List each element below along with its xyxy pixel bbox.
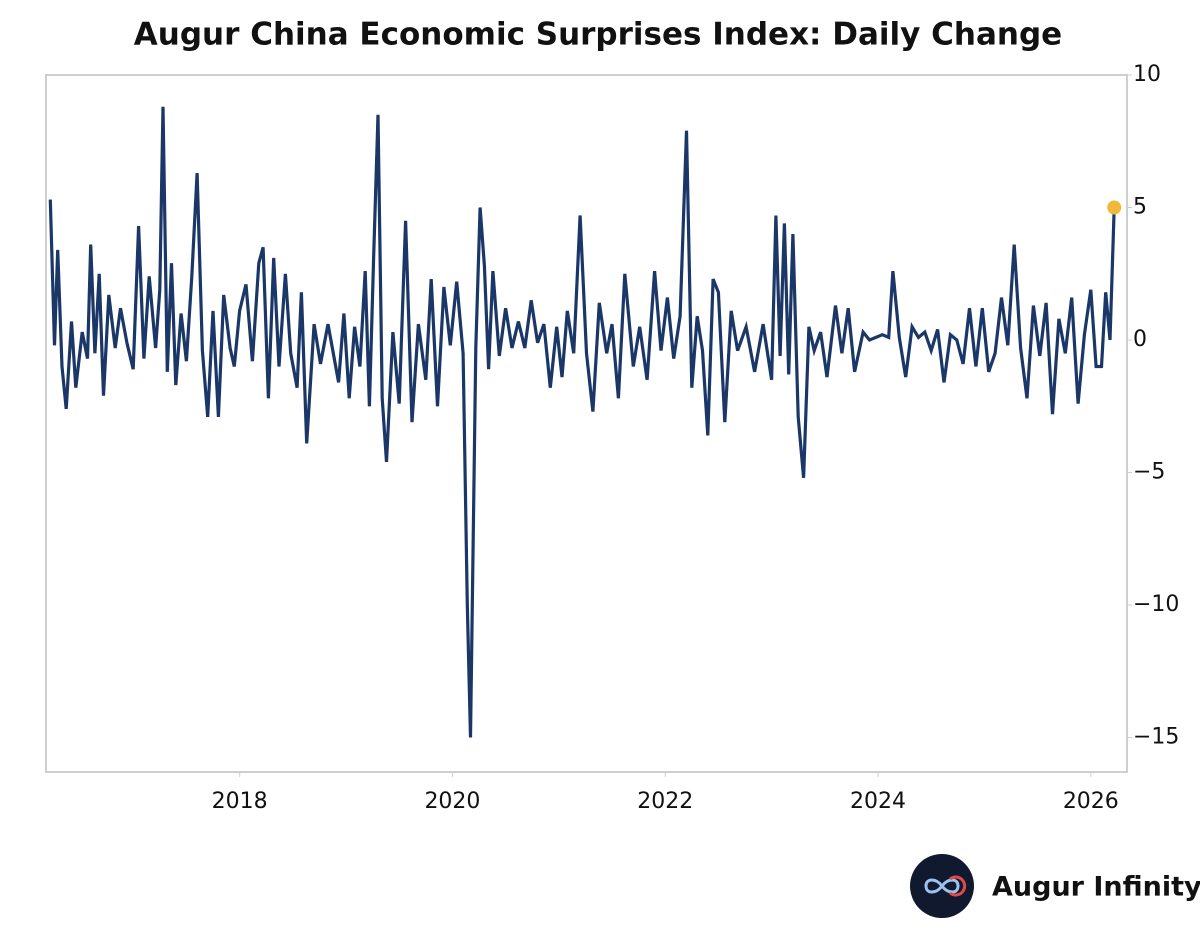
logo [910, 854, 974, 918]
y-tick-label: −5 [1133, 460, 1165, 485]
logo-infinity [924, 878, 960, 894]
chart-title: Augur China Economic Surprises Index: Da… [134, 17, 1062, 53]
x-tick-label: 2018 [212, 789, 268, 814]
x-tick-label: 2026 [1063, 789, 1119, 814]
logo-accent [949, 875, 967, 897]
brand-name: Augur Infinity [992, 872, 1200, 903]
y-tick-label: 5 [1133, 195, 1147, 220]
plot-frame [45, 74, 1128, 773]
x-tick-label: 2020 [424, 789, 480, 814]
data-line [48, 106, 1116, 738]
y-tick-label: −15 [1133, 725, 1179, 750]
x-tick-label: 2022 [637, 789, 693, 814]
last-point [1107, 200, 1122, 215]
x-tick-label: 2024 [850, 789, 906, 814]
y-tick-label: −10 [1133, 592, 1179, 617]
y-tick-label: 10 [1133, 62, 1161, 87]
y-tick-label: 0 [1133, 327, 1147, 352]
